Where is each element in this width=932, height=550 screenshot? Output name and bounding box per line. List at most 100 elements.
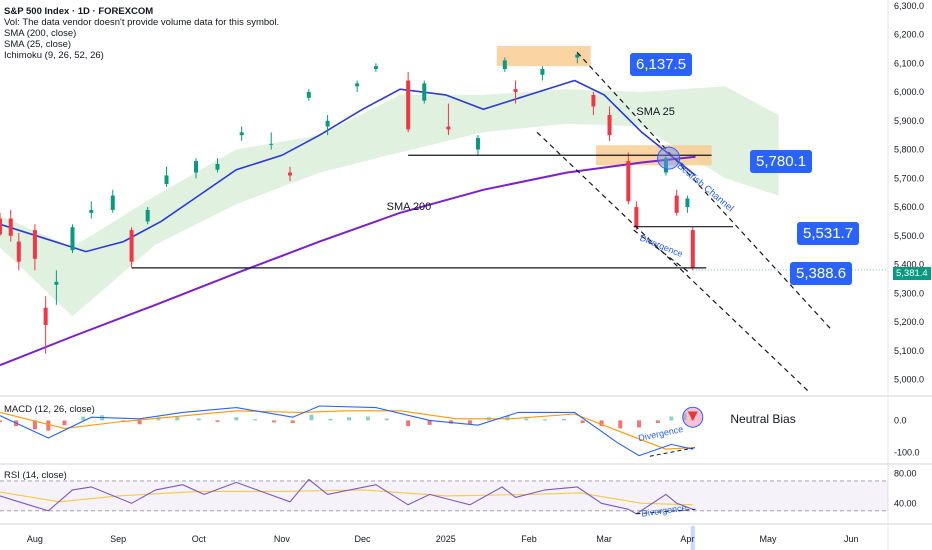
trend-line xyxy=(633,229,691,274)
macd-histogram-bar xyxy=(271,420,276,423)
macd-histogram-bar xyxy=(0,420,2,422)
sma200-line xyxy=(0,155,696,367)
candle-body xyxy=(269,143,274,145)
candle-body xyxy=(43,307,48,325)
time-axis-tick-label: Jun xyxy=(844,534,859,544)
macd-line xyxy=(0,405,693,457)
macd-histogram-bar xyxy=(137,420,142,425)
candle-body xyxy=(690,230,695,268)
macd-histogram-bar xyxy=(196,418,201,421)
time-axis-tick-label: Oct xyxy=(192,534,207,544)
candle-body xyxy=(325,120,330,127)
candle-body xyxy=(215,163,220,170)
macd-histogram-bar xyxy=(580,420,585,423)
price-axis-tick-label: 5,600.0 xyxy=(894,202,924,212)
crossover-highlight xyxy=(657,146,681,170)
neutral-bias-annotation: Neutral Bias xyxy=(730,412,795,426)
price-axis-tick-label: 5,400.0 xyxy=(894,260,924,270)
current-time-marker xyxy=(690,526,695,550)
macd-histogram-bar xyxy=(81,416,86,421)
callout-high-level: 6,137.5 xyxy=(630,53,693,76)
rsi-axis-tick-label: 80.00 xyxy=(894,468,917,478)
time-axis-tick-label: Dec xyxy=(354,534,371,544)
price-axis-tick-label: 5,900.0 xyxy=(894,116,924,126)
price-axis-tick-label: 5,300.0 xyxy=(894,288,924,298)
candle-body xyxy=(502,60,507,70)
macd-histogram-bar xyxy=(637,420,642,428)
macd-histogram-bar xyxy=(62,420,67,426)
rsi-line xyxy=(0,478,693,515)
chart-title[interactable]: S&P 500 Index · 1D · FOREXCOM xyxy=(4,6,154,17)
sma200-legend[interactable]: SMA (200, close) xyxy=(4,28,77,39)
candle-body xyxy=(306,92,311,98)
macd-divergence-annotation: Divergence xyxy=(637,424,684,443)
time-axis-tick-label: Aug xyxy=(27,534,43,544)
macd-histogram-bar xyxy=(309,414,314,421)
sma25-legend[interactable]: SMA (25, close) xyxy=(4,39,72,50)
time-axis-tick-label: Sep xyxy=(110,534,126,544)
macd-histogram-bar xyxy=(427,420,432,425)
macd-histogram-bar xyxy=(347,417,352,421)
price-axis-tick-label: 5,200.0 xyxy=(894,317,924,327)
time-axis-tick-label: 2025 xyxy=(436,534,456,544)
macd-pane-title[interactable]: MACD (12, 26, close) xyxy=(4,404,95,415)
sma25-line xyxy=(0,79,697,253)
rsi-ma-line xyxy=(0,489,693,506)
candle-body xyxy=(634,207,639,228)
macd-histogram-bar xyxy=(669,416,674,421)
candle-body xyxy=(164,175,169,185)
time-axis-tick-label: Apr xyxy=(680,534,694,544)
candle-body xyxy=(129,230,134,262)
candle-body xyxy=(32,230,37,259)
macd-axis-tick-label: -100.0 xyxy=(894,447,920,457)
macd-histogram-bar xyxy=(561,418,566,421)
price-zone xyxy=(496,46,591,67)
price-axis-tick-label: 5,500.0 xyxy=(894,231,924,241)
candle-body xyxy=(446,126,451,130)
macd-histogram-bar xyxy=(406,420,411,427)
callout-resistance: 5,780.1 xyxy=(750,150,813,173)
price-axis-tick-label: 6,000.0 xyxy=(894,87,924,97)
ichimoku-cloud xyxy=(0,86,779,317)
macd-histogram-bar xyxy=(524,418,529,421)
macd-signal-line xyxy=(0,410,693,450)
macd-divergence-line xyxy=(649,447,696,457)
candle-body xyxy=(16,241,21,262)
candle-body xyxy=(674,195,679,213)
sma25-annotation: SMA 25 xyxy=(636,106,675,118)
candle-body xyxy=(355,83,360,87)
ichimoku-legend[interactable]: Ichimoku (9, 26, 52, 26) xyxy=(4,50,104,61)
candle-body xyxy=(406,80,411,130)
macd-arrow-down-icon xyxy=(687,411,698,422)
candle-body xyxy=(54,281,59,285)
macd-histogram-bar xyxy=(175,416,180,421)
macd-histogram-bar xyxy=(467,420,472,425)
macd-axis-tick-label: 0.0 xyxy=(894,415,907,425)
candle-body xyxy=(591,94,596,107)
macd-histogram-bar xyxy=(365,416,370,421)
candle-body xyxy=(373,66,378,70)
candle-body xyxy=(685,198,690,208)
time-axis-tick-label: Nov xyxy=(274,534,291,544)
price-axis-tick-label: 5,700.0 xyxy=(894,173,924,183)
price-divergence-annotation: Divergence xyxy=(638,233,684,259)
candle-body xyxy=(239,132,244,136)
price-axis-tick-label: 5,100.0 xyxy=(894,346,924,356)
macd-histogram-bar xyxy=(505,415,510,421)
candle-body xyxy=(663,158,668,173)
candle-body xyxy=(540,69,545,75)
candle-body xyxy=(194,161,199,173)
macd-histogram-bar xyxy=(618,420,623,429)
candle-body xyxy=(422,83,427,101)
macd-histogram-bar xyxy=(234,417,239,421)
candle-body xyxy=(626,161,631,202)
candle-body xyxy=(607,115,612,136)
macd-histogram-bar xyxy=(290,420,295,423)
time-axis-tick-label: Feb xyxy=(521,534,537,544)
sma200-annotation: SMA 200 xyxy=(387,201,432,213)
macd-histogram-bar xyxy=(328,418,333,421)
time-axis-tick-label: May xyxy=(759,534,777,544)
candle-body xyxy=(475,138,480,150)
rsi-pane-title[interactable]: RSI (14, close) xyxy=(4,470,67,481)
